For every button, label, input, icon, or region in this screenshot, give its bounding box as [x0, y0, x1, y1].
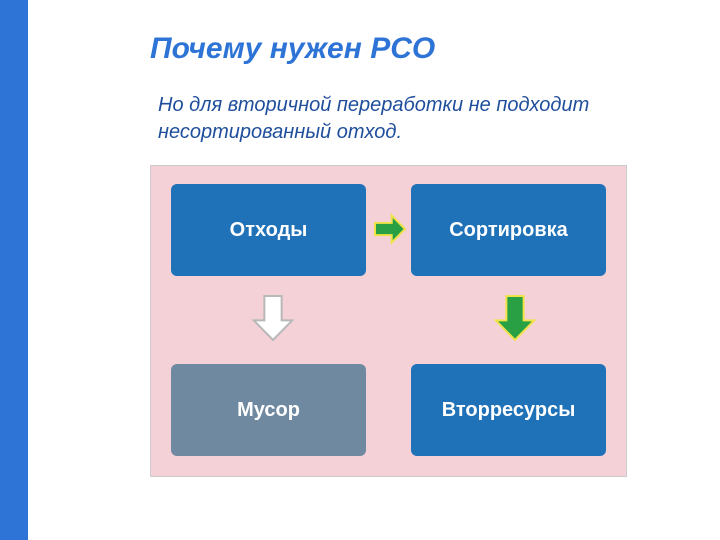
node-waste: Отходы	[171, 184, 366, 276]
arrow-right-icon	[373, 212, 407, 246]
subtitle-line1: Но для вторичной переработки не подходит	[158, 94, 589, 116]
flowchart: Отходы Сортировка Мусор Вторресурсы	[150, 165, 627, 477]
node-recy: Вторресурсы	[411, 364, 606, 456]
node-trash: Мусор	[171, 364, 366, 456]
subtitle-line2: несортированный отход.	[158, 121, 402, 143]
node-sort: Сортировка	[411, 184, 606, 276]
arrow-down-icon	[249, 294, 297, 342]
arrow-down-icon	[491, 294, 539, 342]
slide-title: Почему нужен РСО	[150, 32, 435, 66]
slide: { "left_bar":{"width":28,"color":"#2e74d…	[0, 0, 720, 540]
slide-subtitle: Но для вторичной переработки не подходит…	[158, 92, 589, 146]
accent-bar	[0, 0, 28, 540]
